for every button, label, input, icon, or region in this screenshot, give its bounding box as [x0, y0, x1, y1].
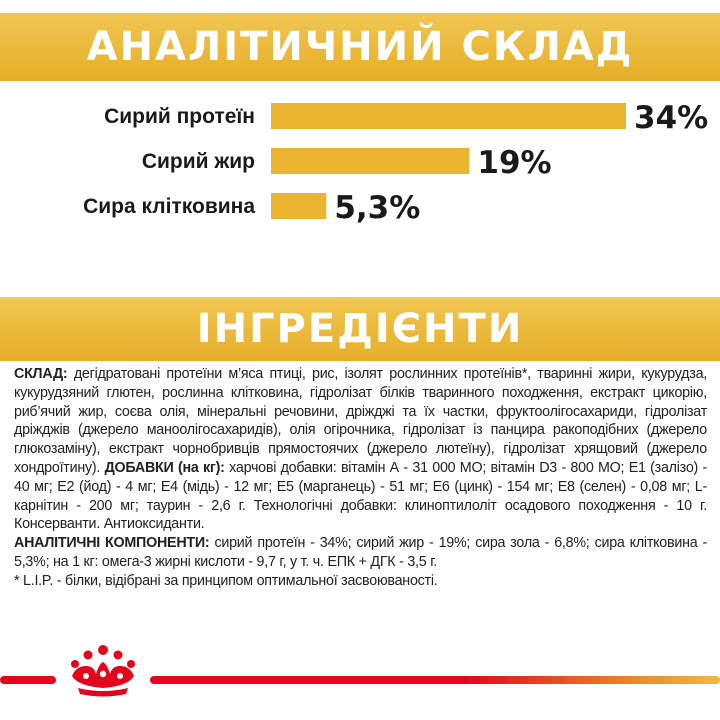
royal-canin-crown-icon [71, 645, 135, 697]
analytical-composition-banner: АНАЛІТИЧНИЙ СКЛАД [0, 13, 720, 81]
additives-text: харчові добавки: вітамін А - 31 000 МО; … [14, 459, 707, 533]
bar [271, 103, 626, 129]
category-label: Сирий жир [142, 150, 255, 173]
ingredients-title: ІНГРЕДІЄНТИ [196, 306, 524, 352]
additives-label: ДОБАВКИ (на кг): [104, 459, 225, 476]
value-label: 34% [634, 100, 708, 136]
footnote: * L.I.P. - білки, відібрані за принципом… [14, 572, 438, 589]
analytical-paragraph: АНАЛІТИЧНІ КОМПОНЕНТИ: сирий протеїн - 3… [14, 534, 707, 572]
category-label: Сирий протеїн [104, 105, 255, 128]
ingredients-text-block: СКЛАД: дегідратовані протеїни м’яса птиц… [14, 365, 707, 591]
bar [271, 148, 470, 174]
footer-line-left [0, 676, 56, 684]
bar [271, 193, 327, 219]
analytical-text: сирий протеїн - 34%; сирий жир - 19%; си… [14, 535, 707, 570]
category-label: Сира клітковина [83, 195, 255, 218]
composition-text: дегідратовані протеїни м’яса птиці, рис,… [14, 366, 707, 476]
ingredients-banner: ІНГРЕДІЄНТИ [0, 297, 720, 361]
analytical-composition-chart: Сирий протеїн 34% Сирий жир 19% Сира клітков… [83, 100, 708, 226]
analytical-label: АНАЛІТИЧНІ КОМПОНЕНТИ: [14, 535, 210, 552]
composition-label: СКЛАД: [14, 366, 68, 382]
value-label: 19% [477, 145, 551, 181]
footer-line-right [150, 676, 720, 684]
analytical-composition-title: АНАЛІТИЧНИЙ СКЛАД [86, 24, 634, 70]
composition-paragraph: СКЛАД: дегідратовані протеїни м’яса птиц… [14, 365, 707, 534]
value-label: 5,3% [334, 190, 420, 226]
